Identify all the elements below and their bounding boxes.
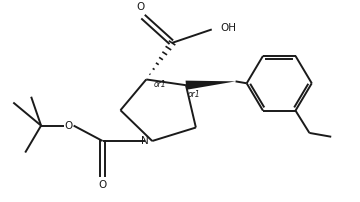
- Text: O: O: [99, 180, 107, 190]
- Text: or1: or1: [153, 80, 166, 88]
- Text: O: O: [65, 121, 73, 131]
- Text: or1: or1: [188, 90, 201, 99]
- Text: O: O: [136, 2, 144, 12]
- Polygon shape: [185, 81, 235, 90]
- Text: OH: OH: [220, 23, 237, 33]
- Text: N: N: [141, 136, 149, 146]
